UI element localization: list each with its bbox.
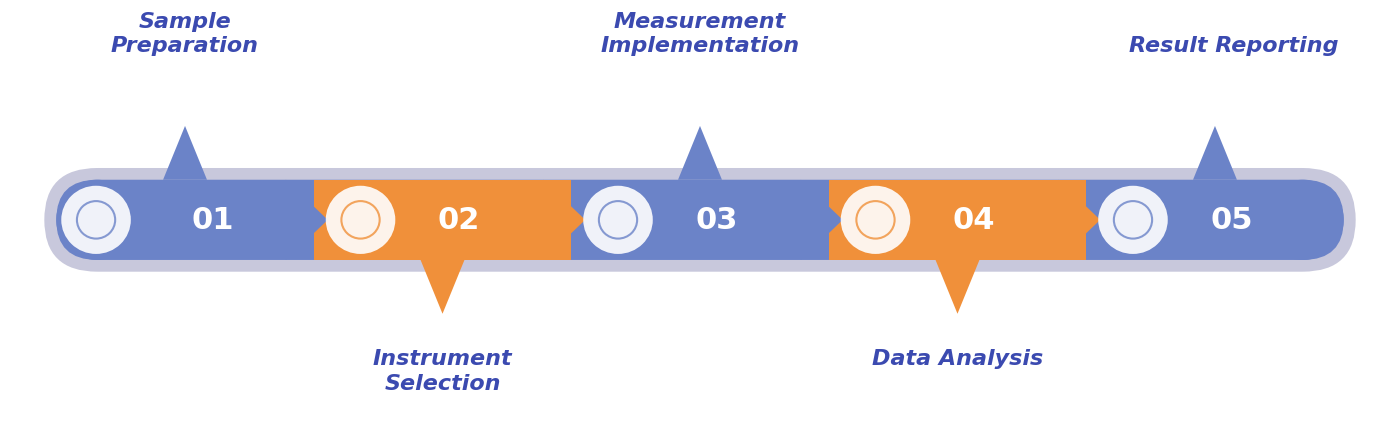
Polygon shape [1059,180,1101,260]
Polygon shape [163,127,207,180]
Circle shape [1261,180,1344,260]
Circle shape [841,186,911,254]
FancyBboxPatch shape [56,180,1344,260]
Polygon shape [936,260,979,314]
Circle shape [326,186,395,254]
Circle shape [61,186,131,254]
Circle shape [56,180,138,260]
Polygon shape [678,127,722,180]
Text: 05: 05 [1210,206,1253,235]
Text: Data Analysis: Data Analysis [872,348,1044,368]
Bar [828,180,1087,260]
Polygon shape [800,180,842,260]
Text: 04: 04 [953,206,995,235]
Polygon shape [543,180,585,260]
Bar [314,180,571,260]
FancyBboxPatch shape [45,168,1355,272]
Text: Measurement
Implementation: Measurement Implementation [601,12,799,56]
Text: 02: 02 [437,206,481,235]
Polygon shape [420,260,464,314]
Text: 03: 03 [696,206,738,235]
Circle shape [1098,186,1168,254]
Circle shape [583,186,652,254]
Polygon shape [1193,127,1236,180]
Text: 01: 01 [191,206,235,235]
Polygon shape [286,180,328,260]
Text: Result Reporting: Result Reporting [1129,36,1338,56]
Text: Sample
Preparation: Sample Preparation [110,12,258,56]
Text: Instrument
Selection: Instrument Selection [373,348,513,393]
